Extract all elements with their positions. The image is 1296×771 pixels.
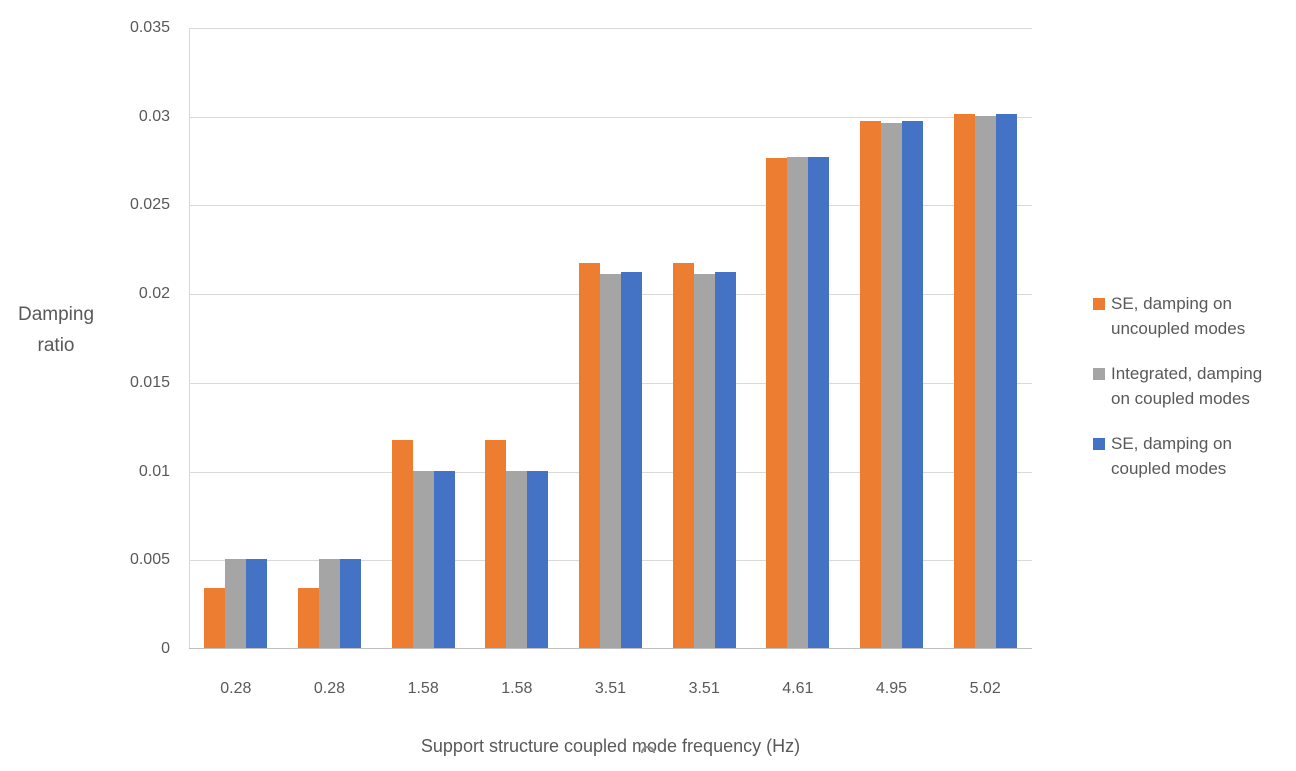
bar-se-damping-on-coupled-modes-1.58 [433, 470, 455, 648]
bar-se-damping-on-uncoupled-modes-4.95 [860, 121, 881, 648]
bar-se-damping-on-coupled-modes-0.28 [340, 559, 361, 648]
legend: SE, damping on uncoupled modes Integrated,… [1093, 291, 1293, 501]
y-tick-label: 0.005 [129, 551, 170, 569]
x-tick-label: 0.28 [313, 680, 346, 697]
bar-se-damping-on-coupled-modes-1.58 [527, 470, 549, 648]
bar-integrated-damping-on-coupled-modes-4.61 [787, 156, 809, 648]
x-tick-label: 5.02 [969, 680, 1001, 697]
bar-se-damping-on-uncoupled-modes-4.61 [766, 158, 788, 648]
gridline [189, 28, 1032, 29]
bar-se-damping-on-uncoupled-modes-0.28 [298, 587, 319, 648]
bar-se-damping-on-coupled-modes-3.51 [621, 271, 642, 648]
x-tick-label: 3.51 [688, 680, 720, 697]
y-axis-title: Damping ratio [0, 299, 112, 361]
legend-swatch-icon [1093, 438, 1105, 450]
x-tick-label: 0.28 [220, 680, 252, 697]
y-tick-label: 0.01 [138, 462, 170, 480]
x-axis-line [189, 648, 1032, 649]
plot-area [189, 28, 1032, 649]
bar-se-damping-on-coupled-modes-4.95 [902, 121, 923, 648]
legend-item: SE, damping on uncoupled modes [1093, 291, 1293, 341]
y-tick-label: 0.015 [129, 373, 170, 391]
cropped-character-arc [641, 746, 655, 753]
legend-item: Integrated, damping on coupled modes [1093, 361, 1293, 411]
x-tick-label: 1.58 [407, 680, 439, 697]
legend-swatch-icon [1093, 368, 1105, 380]
y-tick-label: 0.035 [129, 19, 170, 36]
legend-label: Integrated, damping on coupled modes [1111, 364, 1263, 408]
y-axis-title-line1: Damping [17, 304, 95, 325]
x-tick-label: 3.51 [594, 680, 627, 697]
y-axis-line [189, 28, 190, 649]
bar-se-damping-on-coupled-modes-3.51 [714, 271, 736, 648]
bar-se-damping-on-coupled-modes-5.02 [995, 113, 1017, 648]
y-tick-label: 0.03 [138, 107, 170, 125]
bar-integrated-damping-on-coupled-modes-5.02 [974, 115, 996, 648]
bar-se-damping-on-uncoupled-modes-5.02 [953, 113, 975, 648]
x-tick-label: 1.58 [501, 680, 533, 697]
x-tick-label: 4.95 [875, 680, 908, 697]
bar-se-damping-on-uncoupled-modes-1.58 [391, 440, 413, 648]
cropped-character-fragment [641, 746, 657, 753]
legend-swatch-icon [1093, 298, 1105, 310]
bar-se-damping-on-coupled-modes-4.61 [808, 156, 830, 648]
x-tick-label: 4.61 [782, 680, 814, 697]
bar-se-damping-on-coupled-modes-0.28 [246, 559, 268, 648]
gridline [189, 116, 1032, 118]
y-tick-label: 0 [161, 640, 170, 657]
y-tick-label: 0.02 [138, 285, 170, 303]
y-tick-label: 0.025 [129, 196, 170, 214]
bar-se-damping-on-uncoupled-modes-3.51 [579, 262, 600, 648]
legend-label: SE, damping on uncoupled modes [1111, 294, 1246, 338]
bar-integrated-damping-on-coupled-modes-0.28 [225, 559, 247, 648]
bar-integrated-damping-on-coupled-modes-3.51 [693, 273, 715, 648]
bar-se-damping-on-uncoupled-modes-0.28 [204, 587, 226, 648]
bar-integrated-damping-on-coupled-modes-4.95 [881, 122, 902, 648]
gridline [189, 205, 1032, 207]
y-axis-title-line2: ratio [37, 335, 75, 356]
x-axis-title: Support structure coupled mode frequency… [420, 736, 801, 756]
bar-se-damping-on-uncoupled-modes-3.51 [672, 262, 694, 648]
bar-integrated-damping-on-coupled-modes-3.51 [600, 273, 621, 648]
legend-label: SE, damping on coupled modes [1111, 434, 1232, 478]
bar-integrated-damping-on-coupled-modes-0.28 [319, 559, 340, 648]
bar-integrated-damping-on-coupled-modes-1.58 [412, 470, 434, 648]
bar-integrated-damping-on-coupled-modes-1.58 [506, 470, 528, 648]
legend-item: SE, damping on coupled modes [1093, 431, 1293, 481]
bar-se-damping-on-uncoupled-modes-1.58 [485, 440, 507, 648]
